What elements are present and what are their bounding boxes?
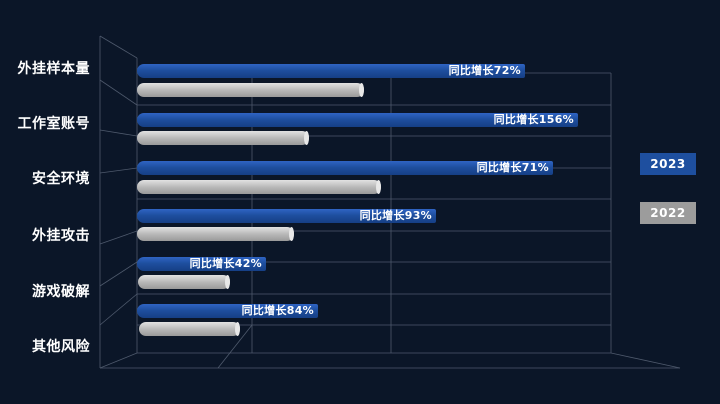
growth-label: 同比增长156% — [493, 113, 574, 126]
growth-label: 同比增长42% — [189, 257, 262, 270]
bar-2022-other-risk[interactable] — [139, 322, 240, 336]
bar-2022-studio-accounts[interactable] — [137, 131, 309, 145]
bar-2022-security-env[interactable] — [137, 180, 381, 194]
bar-2023-cheat-attack[interactable]: 同比增长93% — [137, 209, 436, 223]
growth-label: 同比增长72% — [448, 64, 521, 77]
bar-2022-cheat-attack[interactable] — [137, 227, 294, 241]
category-label-cheat-attack: 外挂攻击 — [32, 228, 90, 244]
bar-2023-cheat-samples[interactable]: 同比增长72% — [137, 64, 525, 78]
legend-2023[interactable]: 2023 — [640, 153, 696, 175]
bar-2023-studio-accounts[interactable]: 同比增长156% — [137, 113, 578, 127]
category-label-studio-accounts: 工作室账号 — [17, 116, 90, 132]
category-label-other-risk: 其他风险 — [32, 339, 90, 355]
category-label-game-crack: 游戏破解 — [32, 284, 90, 300]
legend-2022[interactable]: 2022 — [640, 202, 696, 224]
bar-2022-cheat-samples[interactable] — [137, 83, 364, 97]
growth-label: 同比增长93% — [359, 209, 432, 222]
bar-2023-game-crack[interactable]: 同比增长42% — [137, 257, 266, 271]
category-label-security-env: 安全环境 — [32, 171, 90, 187]
bar-2022-game-crack[interactable] — [138, 275, 230, 289]
bar-2023-security-env[interactable]: 同比增长71% — [137, 161, 553, 175]
growth-label: 同比增长84% — [241, 304, 314, 317]
bar-2023-other-risk[interactable]: 同比增长84% — [137, 304, 318, 318]
growth-label: 同比增长71% — [476, 161, 549, 174]
category-label-cheat-samples: 外挂样本量 — [17, 61, 90, 77]
